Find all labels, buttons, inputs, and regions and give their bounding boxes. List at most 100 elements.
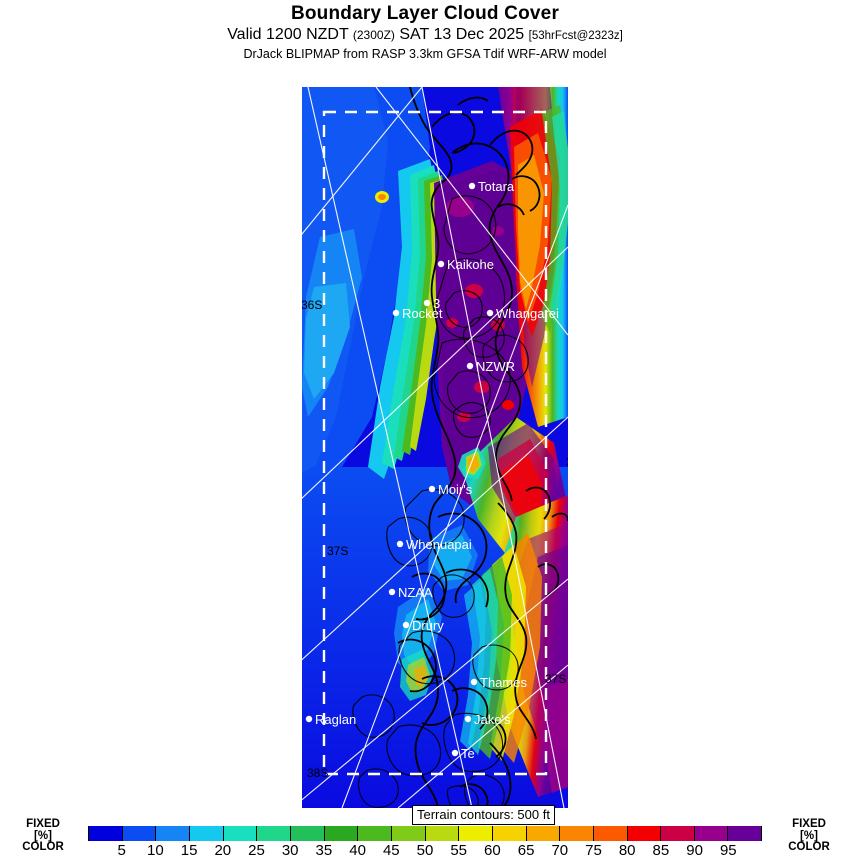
station-marker[interactable]: Drury [402, 618, 444, 633]
station-marker[interactable]: Moir's [428, 482, 473, 497]
graticule-label: 36S [566, 455, 568, 469]
graticule-label: 37S [545, 672, 566, 686]
forecast-tag: [53hrFcst@2323z] [528, 30, 623, 42]
station-dot [396, 540, 404, 548]
colorbar-right-color: COLOR [788, 841, 830, 853]
station-marker[interactable]: Whangarei [486, 306, 559, 321]
colorbar-left-fixed: FIXED [26, 818, 60, 830]
station-marker[interactable]: Whenuapai [396, 537, 472, 552]
station-marker[interactable]: Thames [470, 675, 528, 690]
colorbar-tick: 65 [517, 842, 535, 859]
valid-prefix: Valid 1200 NZDT [227, 26, 349, 43]
colorbar-tick: 70 [551, 842, 569, 859]
station-marker[interactable]: NZWR [466, 359, 515, 374]
colorbar-tick-labels: 5 10 15 20 25 30 35 40 45 50 55 60 65 70 75 80 85 90 95 [88, 842, 762, 860]
station-label: Totara [478, 179, 515, 194]
station-dot [451, 749, 459, 757]
station-marker[interactable]: Te [451, 746, 475, 761]
station-label: Raglan [315, 712, 356, 727]
page-title: Boundary Layer Cloud Cover [290, 3, 560, 24]
colorbar-tick: 90 [686, 842, 703, 859]
station-dot [437, 260, 445, 268]
station-label: 3 [433, 296, 440, 311]
station-dot [486, 309, 494, 317]
colorbar-left-color: COLOR [22, 841, 64, 853]
colorbar-segment [89, 826, 123, 841]
colorbar-tick: 20 [214, 842, 232, 859]
colorbar-tick: 35 [315, 842, 333, 859]
colorbar-strip[interactable] [88, 826, 762, 841]
station-marker[interactable]: Rocket [392, 306, 443, 321]
station-dot [428, 485, 436, 493]
colorbar-tick: 30 [281, 842, 299, 859]
graticule [302, 87, 568, 808]
station-dot [470, 678, 478, 686]
colorbar-segment [425, 826, 460, 841]
colorbar-tick: 60 [484, 842, 501, 859]
colorbar-tick: 10 [147, 842, 164, 859]
colorbar-left-unit: [%] [34, 829, 52, 842]
valid-time-line: Valid 1200 NZDT (2300Z) SAT 13 Dec 2025 … [0, 25, 850, 46]
colorbar-right-label: FIXED [%] COLOR [772, 818, 846, 854]
colorbar-segment [661, 826, 695, 841]
colorbar-segment [560, 826, 594, 841]
colorbar-segment [492, 826, 527, 841]
colorbar-segment [391, 826, 426, 841]
colorbar-tick: 40 [349, 842, 366, 859]
colorbar-segment [694, 826, 729, 841]
valid-date: SAT 13 Dec 2025 [399, 26, 525, 43]
model-source-line: DrJack BLIPMAP from RASP 3.3km GFSA Tdif… [243, 47, 607, 61]
colorbar-segment [627, 826, 662, 841]
station-marker[interactable]: Raglan [305, 712, 356, 727]
colorbar-segment [189, 826, 224, 841]
colorbar-right-fixed: FIXED [792, 818, 826, 830]
terrain-contour-note: Terrain contours: 500 ft [412, 805, 555, 825]
forecast-domain-box [322, 110, 548, 776]
station-dot [388, 588, 396, 596]
colorbar-right-unit: [%] [800, 829, 818, 842]
station-label: Moir's [438, 482, 473, 497]
station-marker[interactable]: Kaikohe [437, 257, 494, 272]
colorbar-segment [257, 826, 291, 841]
colorbar-segment [459, 826, 493, 841]
station-label: Drury [412, 618, 444, 633]
station-dot [468, 182, 476, 190]
colorbar-segment [358, 826, 392, 841]
colorbar-segment [593, 826, 628, 841]
graticule-label: 37S [327, 544, 348, 558]
station-dot [402, 621, 410, 629]
station-label: Jake's [474, 712, 511, 727]
station-label: NZAA [398, 585, 433, 600]
station-dot [466, 362, 474, 370]
colorbar-tick: 5 [117, 842, 126, 859]
station-dot [392, 309, 400, 317]
station-marker[interactable]: 3 [423, 296, 440, 311]
colorbar-segment [223, 826, 258, 841]
station-marker[interactable]: Jake's [464, 712, 511, 727]
cloud-cover-field [302, 87, 568, 808]
colorbar-segment [324, 826, 359, 841]
colorbar-tick: 45 [382, 842, 400, 859]
colorbar-tick: 55 [450, 842, 468, 859]
colorbar-segment [526, 826, 561, 841]
station-label: Rocket [402, 306, 443, 321]
station-dot [305, 715, 313, 723]
map-canvas [302, 87, 568, 808]
weather-map[interactable]: Totara Kaikohe 3 Rocket Whangarei NZWR Moir's W… [302, 87, 568, 808]
valid-zulu: (2300Z) [352, 28, 395, 42]
station-label: Thames [480, 675, 527, 690]
chart-header: Boundary Layer Cloud Cover Valid 1200 NZ… [0, 0, 850, 62]
station-marker[interactable]: Totara [468, 179, 515, 194]
station-label: Whangarei [496, 306, 559, 321]
colorbar-tick: 95 [719, 842, 737, 859]
station-label: NZWR [476, 359, 515, 374]
colorbar-tick: 80 [618, 842, 636, 859]
station-label: Whenuapai [406, 537, 472, 552]
graticule-label: 36S [302, 298, 322, 312]
colorbar-segment [728, 826, 762, 841]
colorbar-left-label: FIXED [%] COLOR [6, 818, 80, 854]
colorbar-tick: 75 [585, 842, 602, 859]
station-dot [423, 299, 431, 307]
station-marker[interactable]: NZAA [388, 585, 433, 600]
